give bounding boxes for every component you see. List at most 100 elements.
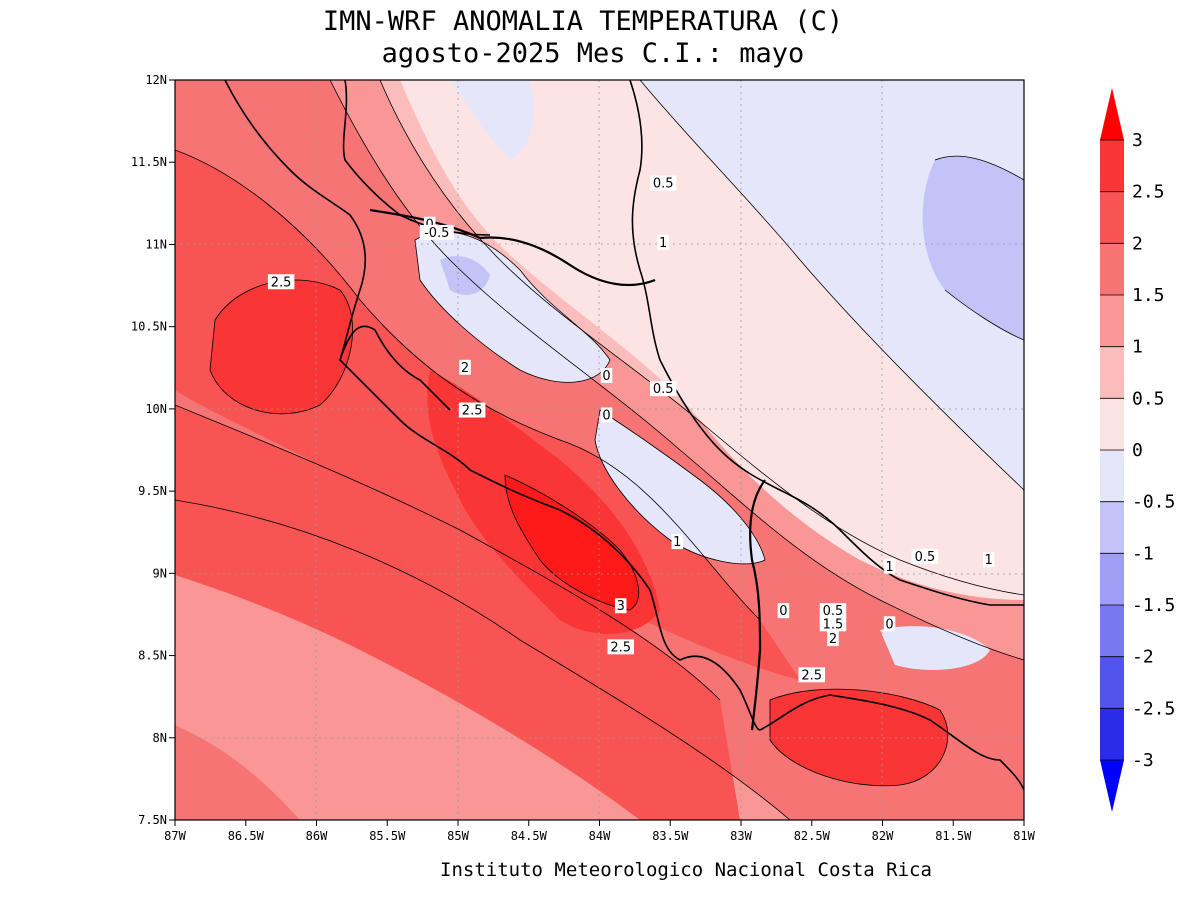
- colorbar-segment: [1100, 450, 1124, 502]
- lon-tick-label: 84.5W: [511, 829, 548, 843]
- lon-tick-label: 86.5W: [228, 829, 265, 843]
- contour-label-bg: [614, 598, 627, 614]
- colorbar-label: 2: [1132, 233, 1143, 254]
- contour-label: 1: [984, 553, 992, 568]
- contour-label: 0.5: [653, 382, 674, 397]
- contour-label-bg: [671, 534, 684, 550]
- colorbar-segment: [1100, 346, 1124, 399]
- contour-label: 0.5: [653, 177, 674, 192]
- contour-label: 2: [461, 361, 469, 376]
- contour-labels: 2.50-0.50.51200.52.50132.500.51.5022.510…: [267, 175, 995, 683]
- contour-label-bg: [911, 548, 939, 564]
- contour-label-bg: [267, 274, 295, 290]
- lon-tick-label: 83.5W: [652, 829, 689, 843]
- colorbar-segment: [1100, 398, 1124, 450]
- colorbar-label: -2.5: [1132, 698, 1175, 719]
- band-neg0_5-0-central: [595, 410, 765, 564]
- colorbar-segment: [1100, 140, 1124, 192]
- contour-label: 0.5: [915, 550, 936, 565]
- colorbar-label: -3: [1132, 750, 1154, 771]
- lat-tick-label: 10.5N: [131, 320, 167, 334]
- contour-label: 1: [885, 560, 893, 575]
- contour-label: 1: [659, 236, 667, 251]
- colorbar-segment: [1100, 553, 1124, 605]
- band-2_5-3-west-patch: [210, 280, 353, 414]
- lat-tick-label: 9.5N: [138, 484, 167, 498]
- band-neg0_5-0-se: [880, 626, 990, 670]
- costa-rica-panama-border: [749, 479, 766, 731]
- contour-label: 0.5: [823, 604, 844, 619]
- contour-label: 2.5: [610, 640, 631, 655]
- contour-label: 2.5: [271, 275, 292, 290]
- lat-tick-label: 8.5N: [138, 649, 167, 663]
- colorbar: 3 2.5 2 1.5 1 0.5 0 -0.5 -1 -1.5 -2 -2.5 -3: [1100, 88, 1175, 812]
- map-title-line2: agosto-2025 Mes C.I.: mayo: [382, 38, 805, 69]
- contour-label: 1: [673, 535, 681, 550]
- colorbar-segment: [1100, 295, 1124, 347]
- latitude-axis: 12N 11.5N 11N 10.5N 10N 9.5N 9N 8.5N 8N 7.5N: [131, 73, 175, 827]
- colorbar-segment: [1100, 656, 1124, 709]
- lon-tick-label: 87W: [164, 829, 186, 843]
- colorbar-segment: [1100, 708, 1124, 760]
- lon-tick-label: 85W: [447, 829, 469, 843]
- longitude-axis: 87W 86.5W 86W 85.5W 85W 84.5W 84W 83.5W 83W 82.5W…: [164, 820, 1036, 843]
- lon-tick-label: 83W: [730, 829, 752, 843]
- lon-tick-label: 82W: [872, 829, 894, 843]
- colorbar-label: -1: [1132, 543, 1154, 564]
- contour-label-bg: [649, 175, 677, 191]
- political-borders: [369, 208, 766, 731]
- band-2_5-3-southeast: [770, 689, 948, 786]
- colorbar-label: 0: [1132, 440, 1143, 461]
- lat-tick-label: 7.5N: [138, 813, 167, 827]
- contour-label-bg: [883, 558, 896, 574]
- lat-tick-label: 11N: [145, 237, 167, 251]
- colorbar-bottom-arrow: [1100, 760, 1124, 812]
- caribbean-coast: [629, 80, 1024, 606]
- contour-label-bg: [827, 631, 839, 647]
- contour-label: 0: [602, 369, 610, 384]
- contour-label: -0.5: [424, 226, 449, 241]
- contour-label-bg: [458, 402, 486, 418]
- band-0-0_5: [400, 80, 1024, 600]
- contour-label: 2: [829, 632, 837, 647]
- colorbar-label: 2.5: [1132, 182, 1165, 203]
- colorbar-label: 1: [1132, 337, 1143, 358]
- colorbar-segment: [1100, 243, 1124, 295]
- contour-label-bg: [819, 603, 847, 619]
- pacific-coast: [224, 80, 1024, 791]
- lat-tick-label: 11.5N: [131, 155, 167, 169]
- colorbar-label: 1.5: [1132, 285, 1165, 306]
- contour-label: 2.5: [462, 404, 483, 419]
- map-title-line1: IMN-WRF ANOMALIA TEMPERATURA (C): [323, 6, 843, 37]
- colorbar-label: 3: [1132, 130, 1143, 151]
- map-panel: [175, 80, 1024, 820]
- lon-tick-label: 84W: [589, 829, 611, 843]
- contour-label-bg: [777, 603, 790, 619]
- colorbar-label: -0.5: [1132, 492, 1175, 513]
- band-neg1-neg0_5-ne: [922, 156, 1024, 340]
- band-3-southeast: [860, 711, 918, 745]
- contour-label: 3: [617, 599, 625, 614]
- lat-tick-label: 8N: [153, 731, 167, 745]
- contour-label: 0: [602, 408, 610, 423]
- lon-tick-label: 85.5W: [369, 829, 406, 843]
- contour-label: 0: [779, 604, 787, 619]
- credit-text: Instituto Meteorologico Nacional Costa R…: [440, 859, 932, 881]
- lon-tick-label: 82.5W: [794, 829, 831, 843]
- contour-label-bg: [607, 639, 634, 655]
- colorbar-segment: [1100, 191, 1124, 244]
- colorbar-segment: [1100, 605, 1124, 657]
- colorbar-top-arrow: [1100, 88, 1124, 140]
- contour-label-bg: [600, 368, 613, 383]
- contour-label: 1.5: [823, 617, 844, 632]
- contour-label: 0: [885, 617, 893, 632]
- contour-label-bg: [419, 224, 454, 240]
- contour-label-bg: [982, 552, 995, 568]
- lon-tick-label: 81W: [1013, 829, 1035, 843]
- contour-label-bg: [657, 234, 669, 250]
- contour-label: 2.5: [801, 668, 822, 683]
- colorbar-label: -2: [1132, 647, 1154, 668]
- colorbar-segment: [1100, 501, 1124, 554]
- lat-tick-label: 12N: [145, 73, 167, 87]
